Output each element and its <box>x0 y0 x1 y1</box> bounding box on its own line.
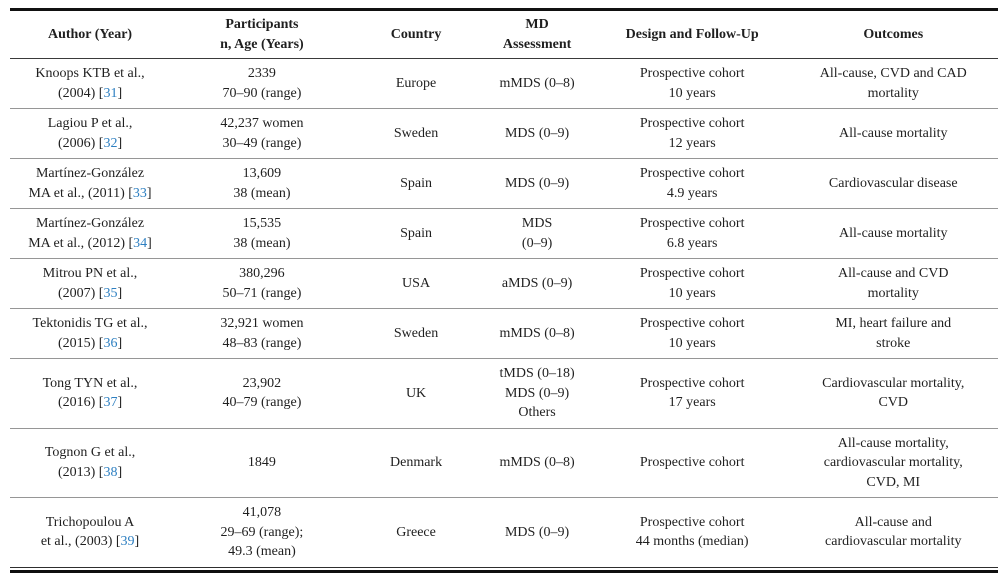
participants-cell: 2339 70–90 (range) <box>222 66 302 101</box>
table-header-row: Author (Year) Participants n, Age (Years) C… <box>10 10 998 59</box>
design-cell: Prospective cohort 12 years <box>639 116 745 151</box>
design-cell: Prospective cohort 10 years <box>639 66 745 101</box>
table-body: Knoops KTB et al., (2004) [31] 2339 70–90 (… <box>10 59 998 567</box>
author-cell: Knoops KTB et al., (2004) [31] <box>35 66 145 101</box>
country-cell: Spain <box>400 225 432 241</box>
country-cell: UK <box>405 385 427 401</box>
outcomes-cell: All-cause and cardiovascular mortality <box>825 514 962 550</box>
reference-link[interactable]: 33 <box>132 185 147 201</box>
table-row: Tognon G et al., (2013) [38] 1849 Denmark mM… <box>10 428 998 498</box>
participants-cell: 42,237 women 30–49 (range) <box>220 116 304 151</box>
participants-cell: 41,078 29–69 (range); 49.3 (mean) <box>220 505 304 559</box>
column-header: Country <box>390 26 442 42</box>
outcomes-cell: Cardiovascular mortality, CVD <box>822 375 965 411</box>
country-cell: Denmark <box>390 455 443 470</box>
author-cell: Mitrou PN et al., (2007) [35] <box>42 266 138 301</box>
column-header: Design and Follow-Up <box>625 26 759 42</box>
outcomes-cell: All-cause mortality, cardiovascular morta… <box>823 435 963 490</box>
outcomes-cell: MI, heart failure and stroke <box>835 316 952 351</box>
table-row: Knoops KTB et al., (2004) [31] 2339 70–90 (… <box>10 59 998 109</box>
design-cell: Prospective cohort 10 years <box>639 266 745 301</box>
country-cell: Spain <box>400 175 432 191</box>
outcomes-cell: All-cause mortality <box>839 225 948 241</box>
country-cell: Sweden <box>393 125 439 141</box>
participants-cell: 13,609 38 (mean) <box>233 166 291 201</box>
country-cell: Sweden <box>393 325 439 341</box>
design-cell: Prospective cohort 17 years <box>639 375 745 411</box>
column-header: Participants n, Age (Years) <box>220 17 304 52</box>
author-cell: Martínez-González MA et al., (2011) [33] <box>28 166 152 201</box>
md-assessment-cell: aMDS (0–9) <box>501 275 573 291</box>
design-cell: Prospective cohort 10 years <box>639 316 745 351</box>
reference-link[interactable]: 32 <box>103 135 118 151</box>
design-cell: Prospective cohort 6.8 years <box>639 216 745 251</box>
author-cell: Lagiou P et al., (2006) [32] <box>47 116 133 151</box>
country-cell: Greece <box>396 524 436 540</box>
participants-cell: 380,296 50–71 (range) <box>222 266 302 301</box>
table-row: Mitrou PN et al., (2007) [35] 380,296 50–71… <box>10 259 998 309</box>
reference-link[interactable]: 38 <box>103 464 118 480</box>
participants-cell: 1849 <box>247 455 276 470</box>
outcomes-cell: Cardiovascular disease <box>828 175 958 191</box>
table-row: Tong TYN et al., (2016) [37] 23,902 40–79 (… <box>10 359 998 428</box>
reference-link[interactable]: 37 <box>103 395 118 411</box>
design-cell: Prospective cohort 44 months (median) <box>635 514 749 550</box>
md-assessment-cell: mMDS (0–8) <box>499 75 575 91</box>
md-assessment-cell: tMDS (0–18) MDS (0–9) Others <box>499 366 575 420</box>
md-assessment-cell: mMDS (0–8) <box>499 325 575 341</box>
column-header: Author (Year) <box>47 26 133 42</box>
table-row: Martínez-González MA et al., (2012) [34] 1… <box>10 209 998 259</box>
table-row: Martínez-González MA et al., (2011) [33] 1… <box>10 159 998 209</box>
md-assessment-cell: MDS (0–9) <box>504 175 570 191</box>
author-cell: Tognon G et al., (2013) [38] <box>44 445 136 480</box>
country-cell: USA <box>402 275 431 291</box>
reference-link[interactable]: 35 <box>103 285 118 301</box>
studies-table: Author (Year) Participants n, Age (Years) C… <box>10 8 998 567</box>
participants-cell: 23,902 40–79 (range) <box>222 375 302 411</box>
md-assessment-cell: MDS (0–9) <box>521 216 553 251</box>
column-header: Outcomes <box>863 26 924 42</box>
outcomes-cell: All-cause and CVD mortality <box>838 266 949 301</box>
reference-link[interactable]: 36 <box>103 335 118 351</box>
participants-cell: 32,921 women 48–83 (range) <box>220 316 304 351</box>
reference-link[interactable]: 34 <box>133 235 148 251</box>
outcomes-cell: All-cause mortality <box>839 125 948 141</box>
author-cell: Tektonidis TG et al., (2015) [36] <box>32 316 148 351</box>
design-cell: Prospective cohort 4.9 years <box>639 166 745 201</box>
table-header: Author (Year) Participants n, Age (Years) C… <box>10 10 998 59</box>
participants-cell: 15,535 38 (mean) <box>233 216 291 251</box>
column-header: MD Assessment <box>502 17 572 52</box>
md-assessment-cell: MDS (0–9) <box>504 524 570 540</box>
reference-link[interactable]: 31 <box>103 85 118 101</box>
outcomes-cell: All-cause, CVD and CAD mortality <box>819 66 967 101</box>
table-bottom-rule <box>10 566 998 573</box>
design-cell: Prospective cohort <box>639 455 745 470</box>
author-cell: Tong TYN et al., (2016) [37] <box>42 375 138 411</box>
studies-table-wrapper: Author (Year) Participants n, Age (Years) C… <box>10 8 998 573</box>
reference-link[interactable]: 39 <box>120 534 135 550</box>
country-cell: Europe <box>395 75 437 91</box>
table-row: Tektonidis TG et al., (2015) [36] 32,921 w… <box>10 309 998 359</box>
author-cell: Martínez-González MA et al., (2012) [34] <box>28 216 152 251</box>
md-assessment-cell: mMDS (0–8) <box>499 455 575 470</box>
md-assessment-cell: MDS (0–9) <box>504 125 570 141</box>
table-row: Lagiou P et al., (2006) [32] 42,237 women 3… <box>10 109 998 159</box>
